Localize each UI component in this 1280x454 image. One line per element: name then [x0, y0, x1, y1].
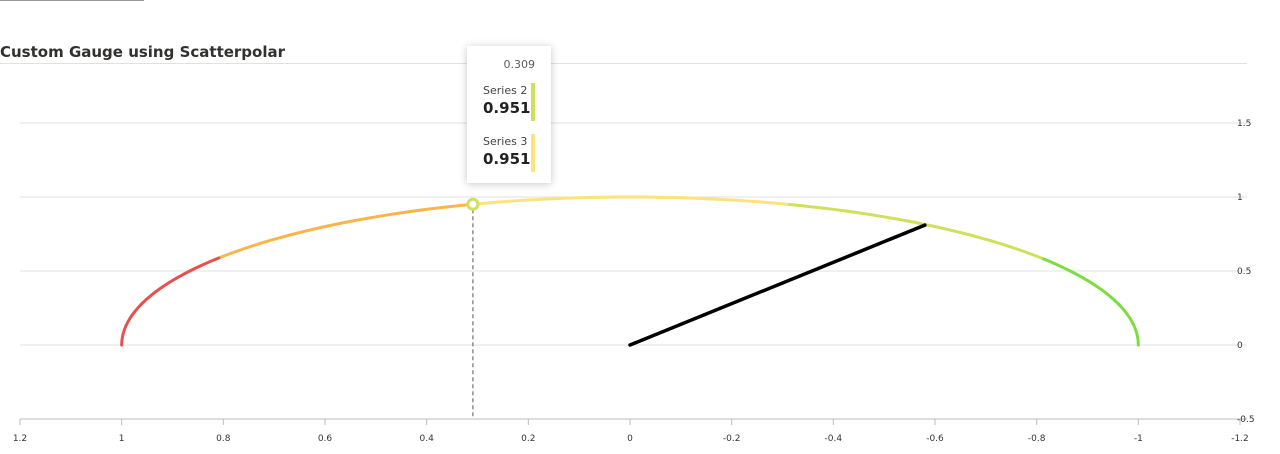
x-tick-label: -0.4	[825, 434, 843, 444]
y-tick-label: 0.5	[1237, 267, 1251, 277]
tooltip-x-value: 0.309	[503, 58, 536, 71]
x-tick-label: -1.2	[1231, 434, 1249, 444]
chart-title: Custom Gauge using Scatterpolar	[0, 43, 286, 61]
x-tick-label: 0.8	[216, 434, 231, 444]
tooltip-color-bar	[531, 134, 535, 172]
tooltip-row-series-3: Series 3 0.951	[483, 134, 535, 174]
top-divider	[0, 0, 144, 1]
tooltip-series-value: 0.951	[483, 99, 531, 117]
tooltip-series-name: Series 3	[483, 135, 528, 148]
x-tick-label: -0.6	[926, 434, 944, 444]
x-tick-label: 0.4	[420, 434, 435, 444]
x-tick-label: 0	[627, 434, 633, 444]
gauge-needle	[628, 223, 927, 347]
x-tick-label: 1	[119, 434, 125, 444]
x-tick-label: -0.8	[1028, 434, 1046, 444]
gauge-arc-segment	[217, 202, 475, 260]
title-divider	[0, 63, 1247, 64]
axis-layer: 1.5 1 0.5 0 -0.5 1.2 1 0.8 0.6 0.4 0.2 0 -0.2 -0.4 -0.…	[13, 119, 1255, 444]
x-tick-label: 0.6	[318, 434, 333, 444]
tooltip-series-value: 0.951	[483, 150, 531, 168]
y-tick-label: 1.5	[1237, 119, 1251, 129]
x-tick-label: 1.2	[13, 434, 27, 444]
hover-marker	[466, 197, 480, 211]
gauge-arc-segment	[120, 256, 221, 347]
y-tick-label: -0.5	[1237, 415, 1255, 425]
gauge-arc-segment	[1039, 256, 1140, 347]
y-tick-label: 0	[1237, 341, 1243, 351]
x-tick-label: -1	[1134, 434, 1143, 444]
x-tick-label: -0.2	[723, 434, 741, 444]
hover-layer	[466, 197, 480, 419]
x-tick-label: 0.2	[521, 434, 535, 444]
y-tick-label: 1	[1237, 193, 1243, 203]
chart-tooltip: 0.309 Series 2 0.951 Series 3 0.951	[467, 46, 551, 183]
tooltip-color-bar	[531, 83, 535, 121]
gauge-arc-segment	[471, 195, 789, 206]
tooltip-series-name: Series 2	[483, 84, 528, 97]
gauge-arc-segment	[785, 202, 1043, 260]
series-layer[interactable]	[120, 195, 1140, 347]
tooltip-row-series-2: Series 2 0.951	[483, 83, 535, 123]
grid-layer	[20, 122, 1247, 420]
